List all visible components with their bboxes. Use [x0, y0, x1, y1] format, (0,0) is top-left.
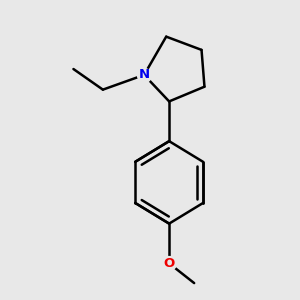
Text: N: N	[139, 68, 150, 81]
Text: O: O	[164, 257, 175, 270]
